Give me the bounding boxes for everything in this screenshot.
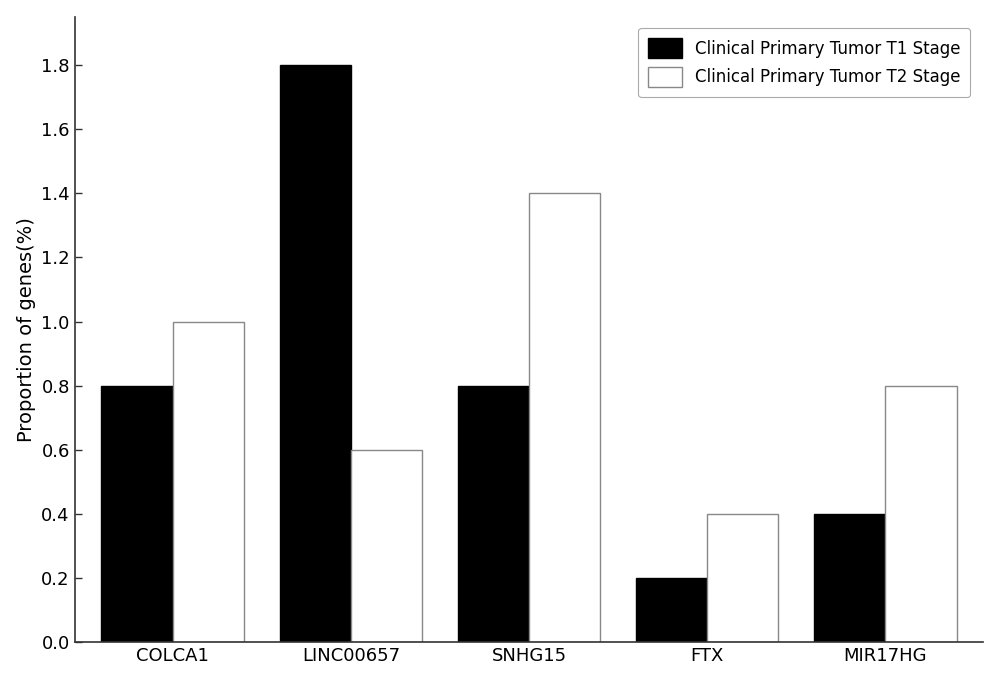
Legend: Clinical Primary Tumor T1 Stage, Clinical Primary Tumor T2 Stage: Clinical Primary Tumor T1 Stage, Clinica… bbox=[638, 28, 970, 97]
Y-axis label: Proportion of genes(%): Proportion of genes(%) bbox=[17, 217, 36, 442]
Bar bbox=[173, 321, 244, 642]
Bar bbox=[280, 65, 351, 642]
Bar bbox=[814, 514, 885, 642]
Bar bbox=[885, 386, 957, 642]
Bar bbox=[458, 386, 529, 642]
Bar bbox=[707, 514, 778, 642]
Bar bbox=[101, 386, 173, 642]
Bar bbox=[529, 193, 600, 642]
Bar bbox=[636, 578, 707, 642]
Bar bbox=[351, 450, 422, 642]
